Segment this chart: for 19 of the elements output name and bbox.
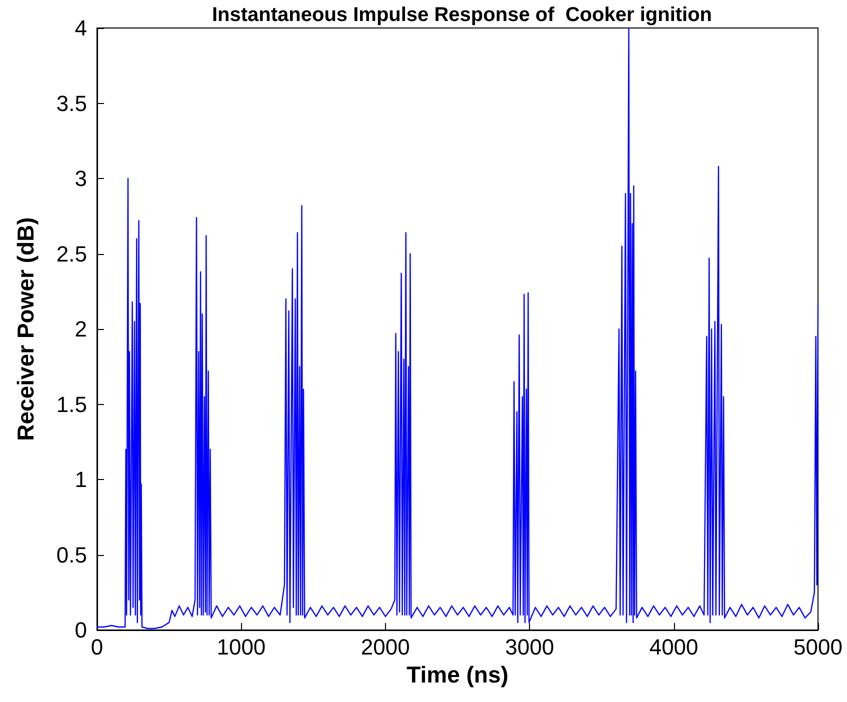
y-axis-title: Receiver Power (dB) (12, 217, 38, 441)
y-tick-label: 1.5 (56, 392, 87, 417)
y-tick-label: 1 (74, 467, 87, 492)
y-tick-label: 2 (74, 316, 87, 342)
y-tick-label: 4 (74, 16, 87, 40)
y-tick-label: 2.5 (56, 241, 87, 266)
y-tick-label: 3 (74, 166, 87, 191)
x-tick-label: 2000 (360, 634, 410, 660)
chart-title: Instantaneous Impulse Response of Cooker ignition (212, 4, 712, 26)
x-tick-label: 4000 (649, 634, 698, 660)
line-series (96, 27, 819, 630)
y-tick-label: 0 (74, 618, 87, 642)
x-tick-label: 1000 (216, 634, 266, 660)
y-tick-label: 0.5 (56, 542, 87, 568)
x-tick-label: 3000 (505, 634, 554, 660)
x-tick-label: 0 (90, 634, 104, 660)
x-axis-title: Time (ns) (406, 661, 508, 688)
y-tick-label: 3.5 (56, 90, 87, 116)
x-tick-label: 5000 (794, 634, 842, 660)
